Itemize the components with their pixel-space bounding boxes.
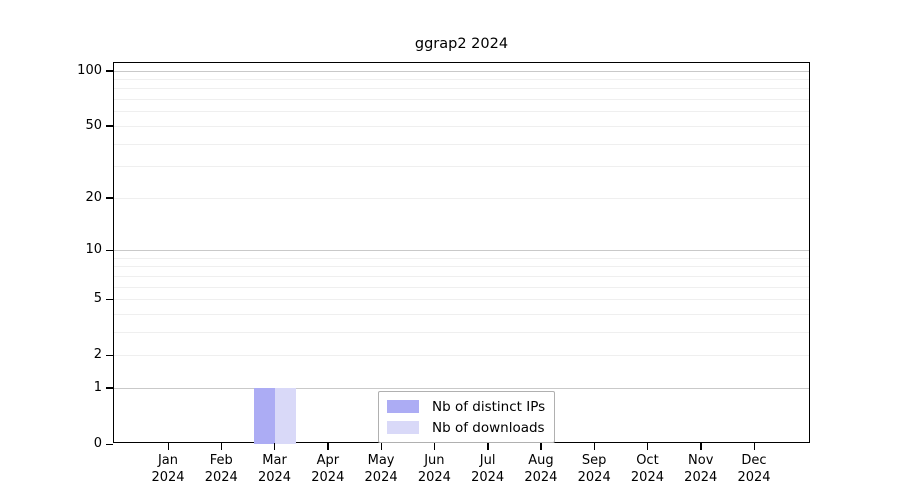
legend: Nb of distinct IPs Nb of downloads	[378, 391, 556, 443]
x-tick-year: 2024	[204, 470, 238, 485]
minor-gridline	[114, 125, 809, 127]
x-tick	[433, 443, 436, 450]
bar-nb-of-downloads	[274, 387, 296, 444]
x-tick-month: Mar	[262, 453, 287, 468]
minor-gridline	[114, 88, 809, 90]
x-tick-month: Apr	[316, 453, 340, 468]
chart-title: ggrap2 2024	[414, 36, 509, 52]
x-tick-month: Sep	[581, 453, 607, 468]
bar-nb-of-distinct-ips	[253, 387, 275, 444]
y-tick	[106, 125, 113, 127]
x-tick	[540, 443, 542, 450]
x-tick-year: 2024	[311, 470, 345, 485]
minor-gridline	[114, 166, 809, 168]
x-tick-month: Jul	[479, 453, 496, 468]
y-tick-label: 100	[77, 62, 102, 78]
x-tick-label: Mar 2024	[243, 452, 307, 486]
x-tick-month: Jan	[157, 453, 179, 468]
x-tick	[487, 443, 489, 450]
x-tick-month: Oct	[636, 453, 659, 468]
minor-gridline	[114, 111, 809, 113]
legend-label: Nb of downloads	[432, 419, 545, 436]
legend-swatch	[387, 400, 419, 413]
x-tick-label: Jun 2024	[402, 452, 466, 486]
legend-swatch	[387, 421, 419, 434]
y-tick-label: 5	[93, 291, 102, 307]
y-tick	[106, 249, 113, 251]
x-tick-year: 2024	[630, 470, 664, 485]
y-tick	[106, 298, 113, 300]
minor-gridline	[114, 286, 809, 288]
minor-gridline	[114, 275, 809, 277]
major-gridline	[114, 70, 809, 72]
y-tick-label: 20	[85, 189, 102, 205]
y-tick	[106, 354, 113, 356]
x-tick-label: Oct 2024	[615, 452, 679, 486]
minor-gridline	[114, 79, 809, 81]
x-tick	[167, 443, 169, 450]
x-tick-year: 2024	[684, 470, 718, 485]
minor-gridline	[114, 257, 809, 259]
minor-gridline	[114, 299, 809, 301]
x-tick	[593, 443, 596, 450]
x-tick-label: May 2024	[349, 452, 413, 486]
x-tick	[380, 443, 382, 450]
minor-gridline	[114, 143, 809, 145]
minor-gridline	[114, 266, 809, 268]
x-tick-month: Feb	[209, 453, 233, 468]
x-tick	[753, 443, 755, 450]
plot-area: 0 1 2 5 10 20 50 100 Jan 2024 Feb 2024 Mar 2024 Apr 20…	[77, 62, 810, 485]
y-tick	[106, 443, 113, 445]
minor-gridline	[114, 99, 809, 101]
x-tick-label: Feb 2024	[189, 452, 253, 486]
x-tick-year: 2024	[577, 470, 611, 485]
x-tick-label: Sep 2024	[562, 452, 626, 486]
x-tick-month: Nov	[688, 453, 714, 468]
y-tick-label: 1	[93, 379, 102, 395]
x-tick-month: Jun	[424, 453, 445, 468]
x-tick-year: 2024	[737, 470, 771, 485]
x-tick	[274, 443, 276, 450]
legend-item: Nb of downloads	[387, 418, 545, 437]
y-tick-label: 50	[85, 117, 102, 133]
x-tick-month: Dec	[741, 453, 767, 468]
x-tick	[700, 443, 702, 450]
y-tick	[106, 70, 113, 72]
x-tick-month: May	[367, 453, 395, 468]
minor-gridline	[114, 355, 809, 357]
major-gridline	[114, 387, 809, 389]
x-tick	[220, 443, 223, 450]
legend-label: Nb of distinct IPs	[432, 398, 546, 415]
y-tick	[106, 197, 113, 199]
x-tick-year: 2024	[471, 470, 505, 485]
x-tick	[327, 443, 329, 450]
y-tick-label: 10	[85, 242, 102, 257]
x-tick-label: Dec 2024	[722, 452, 786, 486]
x-tick-label: Apr 2024	[296, 452, 360, 486]
y-tick-label: 2	[93, 347, 102, 363]
minor-gridline	[114, 197, 809, 199]
x-tick	[646, 443, 649, 450]
y-tick-label: 0	[93, 436, 102, 451]
x-tick-year: 2024	[417, 470, 451, 485]
x-tick-label: Aug 2024	[509, 452, 573, 486]
x-tick-month: Aug	[528, 453, 554, 468]
x-tick-year: 2024	[151, 470, 185, 485]
minor-gridline	[114, 313, 809, 315]
minor-gridline	[114, 331, 809, 333]
x-tick-year: 2024	[364, 470, 398, 485]
y-tick	[106, 387, 113, 389]
x-tick-label: Jul 2024	[456, 452, 520, 486]
major-gridline	[114, 250, 809, 251]
x-tick-year: 2024	[257, 470, 292, 485]
x-tick-label: Jan 2024	[136, 452, 200, 486]
legend-item: Nb of distinct IPs	[387, 397, 545, 416]
x-tick-label: Nov 2024	[669, 452, 733, 486]
x-tick-year: 2024	[524, 470, 558, 485]
